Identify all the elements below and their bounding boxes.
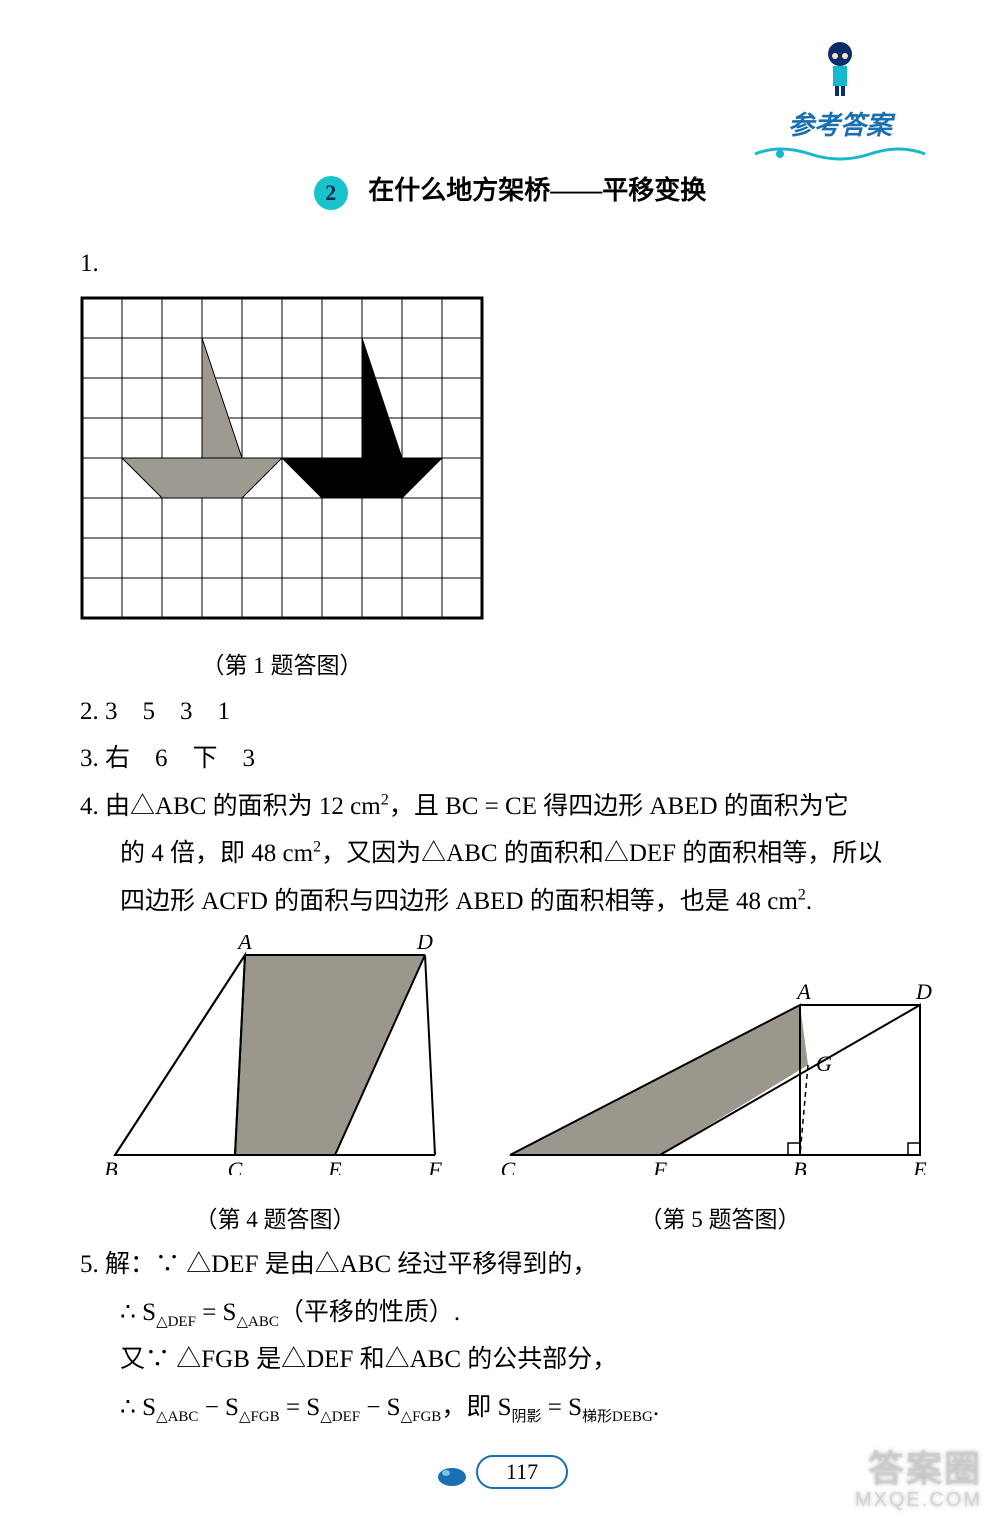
q5-l4d: − S [360,1394,401,1421]
svg-text:E: E [912,1157,927,1175]
figures-row: A D B C E F （第 4 题答图） A D C F B E G （第 5 题答图） [80,935,940,1241]
q5-l2s1: △DEF [156,1314,196,1330]
section-number-badge: 2 [314,176,348,210]
q5-l4s2: △FGB [239,1409,280,1425]
svg-text:F: F [427,1157,442,1175]
svg-text:E: E [327,1157,342,1175]
q1-label: 1. [80,240,99,288]
watermark-line1: 答案圈 [855,1449,982,1489]
q5-figure: A D C F B E G [500,975,940,1175]
q5-block: 5. 解：∵ △DEF 是由△ABC 经过平移得到的， ∴ S△DEF = S△… [80,1241,940,1431]
q5-l4b: − S [198,1394,239,1421]
q5-l2b: = S [196,1299,237,1326]
svg-text:D: D [416,935,433,954]
page-footer: 117 [0,1455,1000,1489]
q3-block: 3. 右 6 下 3 [80,735,940,783]
q5-l2a: ∴ S [120,1299,156,1326]
sq-unit: 2 [381,790,389,808]
q5-l4e: ，即 S [441,1394,511,1421]
q1-block: 1. （第 1 题答图） [80,240,940,688]
section-title-text: 在什么地方架桥——平移变换 [368,176,706,205]
svg-text:F: F [652,1157,667,1175]
header-block: 参考答案 [740,40,940,171]
footer-bead-icon [432,1466,476,1483]
sq-unit: 2 [798,885,806,903]
q1-caption: （第 1 题答图） [80,644,484,688]
q4-text-c: 的 4 倍，即 48 cm [120,840,313,867]
svg-text:A: A [795,979,811,1004]
q5-l4a: ∴ S [120,1394,156,1421]
q3-label: 3. [80,745,99,772]
section-title: 2 在什么地方架桥——平移变换 [80,170,940,210]
q5-l4s4: △FGB [401,1409,442,1425]
q5-line4: ∴ S△ABC − S△FGB = S△DEF − S△FGB，即 S阴影 = … [80,1384,940,1432]
q2-label: 2. [80,698,99,725]
q4-text-e: 四边形 ACFD 的面积与四边形 ABED 的面积相等，也是 48 cm [120,888,798,915]
q3-values: 右 6 下 3 [105,745,255,772]
svg-text:G: G [816,1051,832,1076]
q5-line2: ∴ S△DEF = S△ABC（平移的性质）. [80,1289,940,1337]
q1-figure [80,296,940,637]
q5-l4s1: △ABC [156,1409,198,1425]
sq-unit: 2 [313,838,321,856]
header-underline-icon [750,142,930,166]
q5-line3: 又∵ △FGB 是△DEF 和△ABC 的公共部分， [80,1336,940,1384]
q4-text-b: ，且 BC = CE 得四边形 ABED 的面积为它 [389,793,849,820]
q4-text-d: ，又因为△ABC 的面积和△DEF 的面积相等，所以 [321,840,882,867]
page-number: 117 [476,1455,568,1489]
q5-l4s6: 梯形DEBG [582,1409,653,1425]
q2-block: 2. 3 5 3 1 [80,688,940,736]
q5-caption: （第 5 题答图） [500,1198,940,1242]
watermark: 答案圈 MXQE.COM [855,1449,982,1511]
q5-l2s2: △ABC [236,1314,278,1330]
q5-l4f: = S [541,1394,582,1421]
q5-figure-col: A D C F B E G （第 5 题答图） [500,975,940,1241]
q4-text-a: 由△ABC 的面积为 12 cm [105,793,381,820]
svg-text:B: B [793,1157,806,1175]
q5-label: 5. [80,1251,99,1278]
q4-text-f: . [806,888,812,915]
q4-figure: A D B C E F [95,935,455,1175]
q5-line1: 解：∵ △DEF 是由△ABC 经过平移得到的， [105,1251,597,1278]
q2-values: 3 5 3 1 [105,698,230,725]
q4-label: 4. [80,793,99,820]
q5-l4s3: △DEF [320,1409,360,1425]
mascot-icon [815,40,865,105]
q5-l2c: （平移的性质）. [279,1299,460,1326]
q4-caption: （第 4 题答图） [80,1198,470,1242]
q5-l4g: . [653,1394,659,1421]
svg-text:C: C [228,1157,243,1175]
q4-block: 4. 由△ABC 的面积为 12 cm2，且 BC = CE 得四边形 ABED… [80,783,940,926]
svg-text:C: C [501,1157,516,1175]
svg-text:B: B [104,1157,117,1175]
q5-l4c: = S [280,1394,321,1421]
q4-figure-col: A D B C E F （第 4 题答图） [80,935,470,1241]
svg-text:A: A [236,935,252,954]
svg-text:D: D [915,979,932,1004]
q5-l4s5: 阴影 [511,1409,541,1425]
header-label: 参考答案 [740,105,940,142]
watermark-line2: MXQE.COM [855,1489,982,1511]
